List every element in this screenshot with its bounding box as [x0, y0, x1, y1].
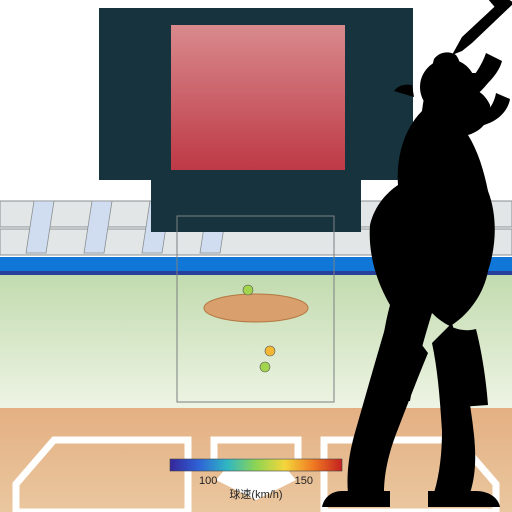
colorbar — [170, 459, 342, 471]
pitch-location-chart: { "canvas": {"width": 512, "height": 512… — [0, 0, 512, 512]
pitch-marker — [265, 346, 275, 356]
scoreboard-screen — [171, 25, 345, 170]
chart-svg: 100 150 球速(km/h) — [0, 0, 512, 512]
scoreboard-post — [151, 180, 361, 232]
colorbar-label: 球速(km/h) — [229, 487, 282, 501]
pitch-marker — [243, 285, 253, 295]
colorbar-tick: 100 — [199, 475, 217, 487]
colorbar-tick: 150 — [295, 475, 313, 487]
pitchers-mound — [204, 294, 308, 322]
pitch-marker — [260, 362, 270, 372]
